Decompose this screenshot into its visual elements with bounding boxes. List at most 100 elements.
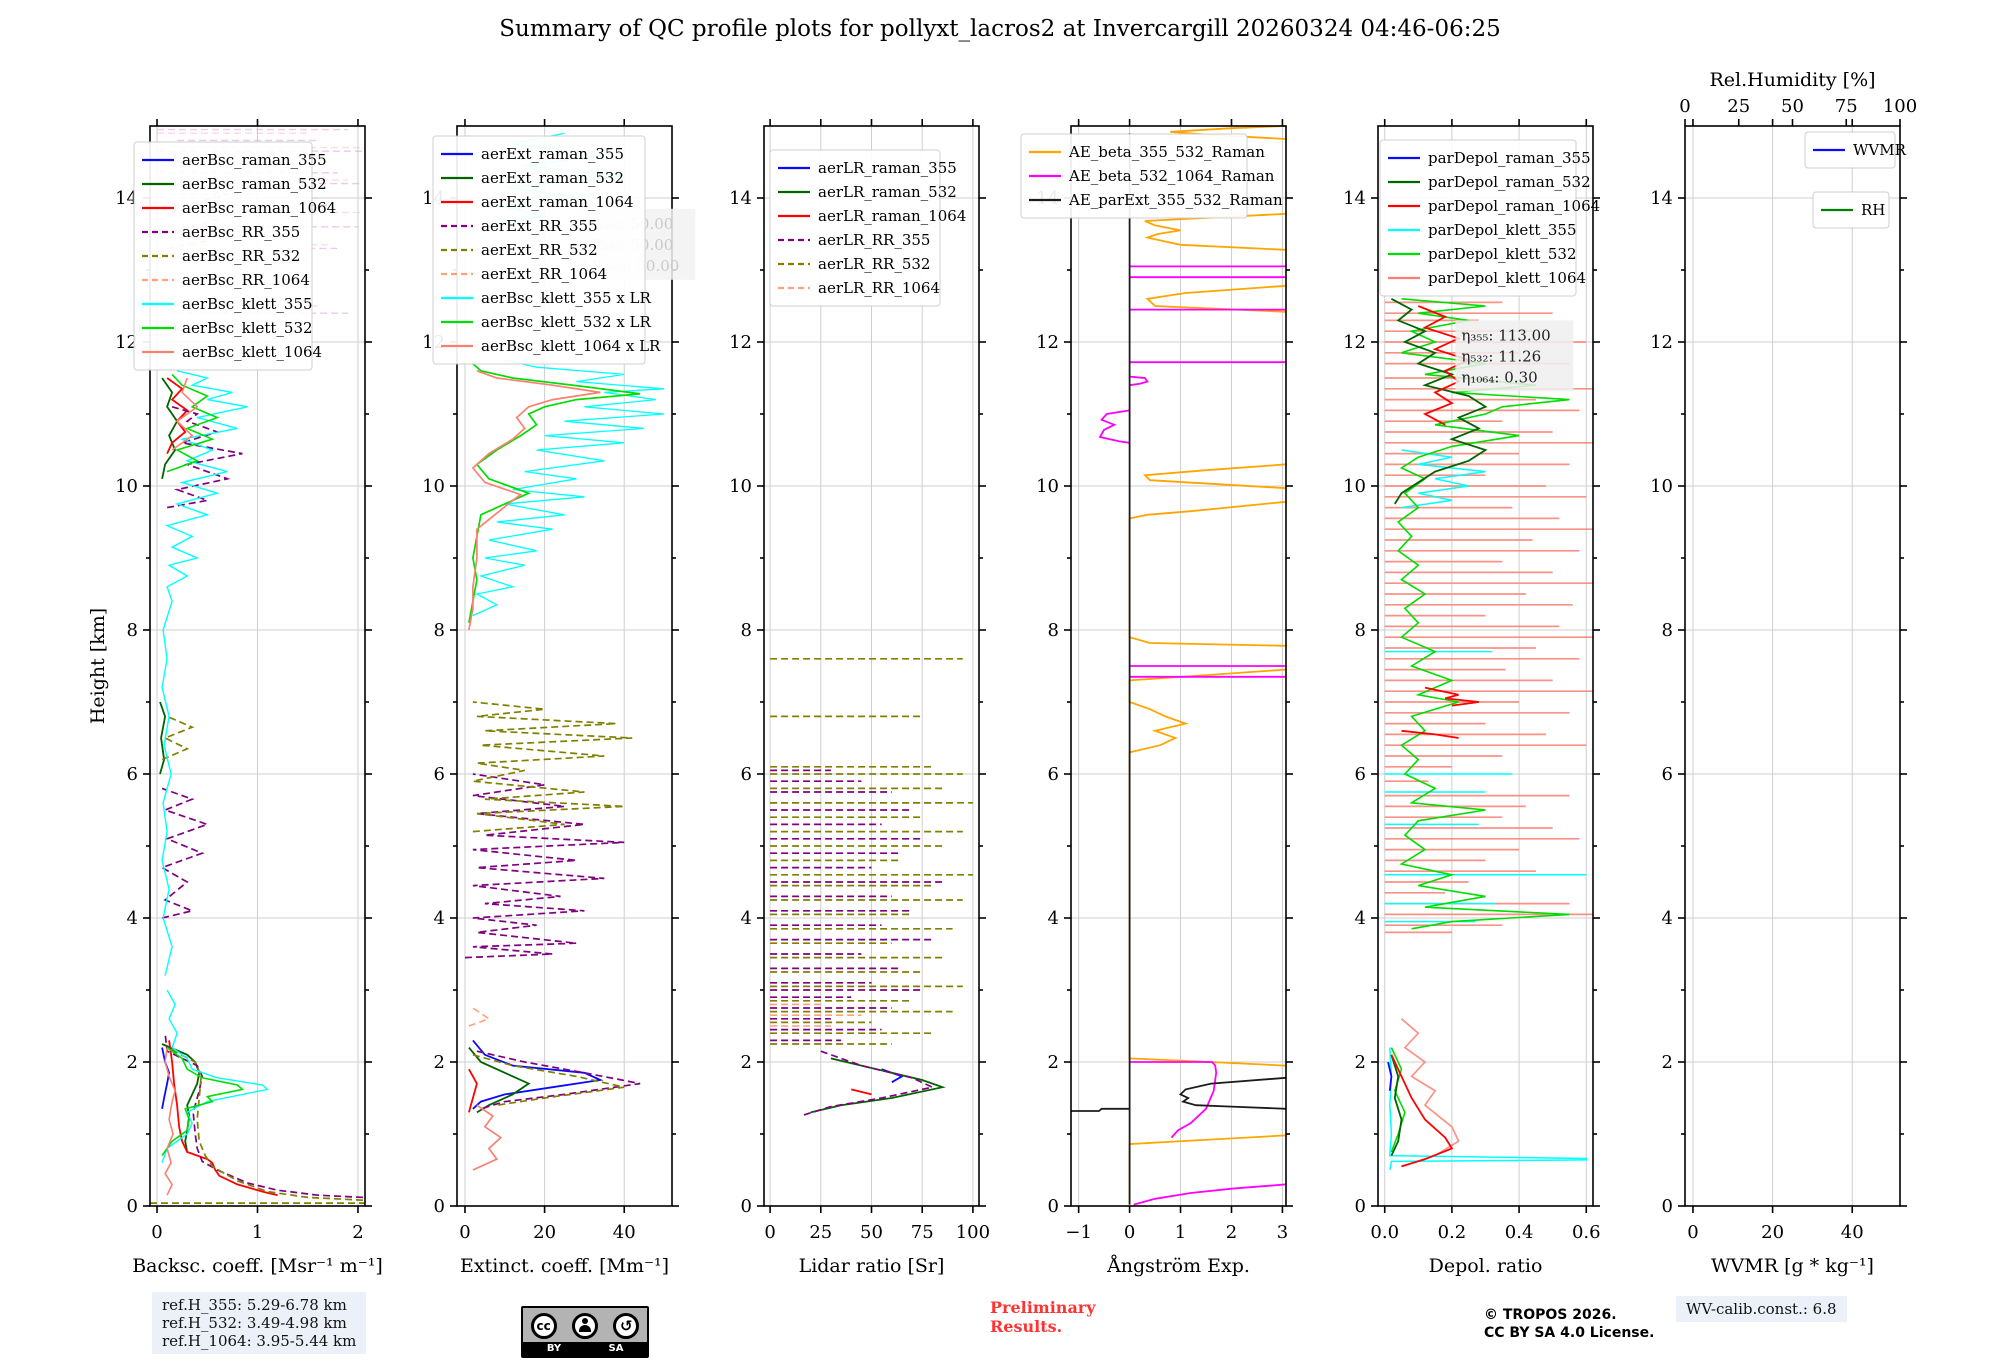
series-parDepol_klett_532 [1396, 298, 1570, 930]
series-aerBsc_RR_532 [166, 1046, 364, 1202]
y-tick-label: 10 [1036, 476, 1059, 497]
ref-height-1064: ref.H_1064: 3.95-5.44 km [162, 1332, 357, 1350]
x-tick-label: 0 [151, 1222, 162, 1243]
series-aerBsc_klett_532_xLR [468, 362, 641, 623]
legend-label: aerLR_raman_1064 [818, 207, 966, 225]
series-aerBsc_klett_1064 [164, 1047, 176, 1196]
series-aerExt_RR_1064 [468, 1007, 491, 1027]
panel-wvmr: 0 20 40 0 2 4 6 8 10 12 14 WVMR [g * kg⁻¹] 0 25 50 75 10… [1650, 69, 1917, 1277]
x-tick-label: 0 [764, 1222, 775, 1243]
y-tick-label: 0 [741, 1196, 752, 1217]
legend-label: aerBsc_klett_532 [182, 319, 313, 337]
series-aerBsc_RR_355 [160, 787, 210, 919]
series-AE_beta_355_532_Raman [1128, 668, 1286, 1067]
series-AE_beta_355_532_Raman [1128, 500, 1286, 647]
series-layer [770, 657, 973, 1117]
series-aerBsc_raman_532 [159, 701, 167, 775]
x-tick-label: 1 [252, 1222, 263, 1243]
legend-label: parDepol_klett_1064 [1428, 269, 1586, 287]
y-tick-label: 12 [115, 332, 138, 353]
series-aerBsc_klett_1064 [171, 377, 199, 451]
legend-label: AE_beta_532_1064_Raman [1068, 167, 1275, 185]
series-AE_beta_532_1064_Raman [1129, 1061, 1218, 1139]
y-tick-label: 2 [1048, 1052, 1059, 1073]
y-tick-label: 14 [1650, 188, 1673, 209]
legend-label: aerExt_raman_1064 [481, 193, 634, 211]
series-AE_beta_532_1064_Raman [1133, 1183, 1286, 1206]
y-tick-label: 8 [741, 620, 752, 641]
x-tick-label: 0 [1687, 1222, 1698, 1243]
y-tick-label: 2 [434, 1052, 445, 1073]
panel-depolarization: 0.0 0.2 0.4 0.6 0 2 4 6 8 10 12 14 Depol. ratio η₃₅₅:… [1343, 119, 1601, 1277]
y-tick-label: 10 [1343, 476, 1366, 497]
person-body [578, 1325, 591, 1332]
series-aerBsc_klett_355 [161, 370, 248, 976]
wv-calib-text: WV-calib.const.: 6.8 [1686, 1300, 1837, 1318]
y-tick-label: 4 [1355, 908, 1366, 929]
top-tick-label: 75 [1835, 96, 1858, 117]
legend-label: aerBsc_raman_532 [182, 175, 327, 193]
y-tick-label: 6 [1048, 764, 1059, 785]
legend-label: aerBsc_RR_1064 [182, 271, 310, 289]
person-head [581, 1318, 588, 1324]
series-aerBsc_raman_532 [161, 377, 179, 479]
x-tick-label: 2 [1226, 1222, 1237, 1243]
y-tick-label: 12 [729, 332, 752, 353]
x-tick-label: 0.4 [1505, 1222, 1534, 1243]
y-tick-label: 0 [127, 1196, 138, 1217]
series-aerBsc_klett_532 [166, 373, 220, 473]
legend-box [133, 141, 313, 371]
legend-label: WVMR [1853, 141, 1907, 159]
x-tick-label: 0.2 [1438, 1222, 1467, 1243]
legend-label: aerBsc_klett_355 x LR [481, 289, 652, 307]
legend-label: parDepol_klett_532 [1428, 245, 1577, 263]
series-aerLR_raman_1064 [850, 1088, 872, 1096]
top-axis-label: Rel.Humidity [%] [1709, 69, 1875, 91]
series-aerExt_RR_532 [472, 701, 633, 833]
preliminary-results-note: Preliminary Results. [990, 1298, 1096, 1336]
series-layer [1071, 126, 1286, 1206]
y-tick-label: 2 [741, 1052, 752, 1073]
y-tick-label: 0 [1662, 1196, 1673, 1217]
y-axis-label: Height [km] [87, 608, 109, 724]
series-aerLR_RR_355 [800, 1050, 935, 1117]
series-AE_beta_355_532_Raman [1144, 212, 1286, 251]
y-tick-label: 14 [115, 188, 138, 209]
series-parDepol_raman_1064 [1424, 686, 1479, 707]
legend-label: aerBsc_raman_1064 [182, 199, 336, 217]
legend-label: AE_parExt_355_532_Raman [1068, 191, 1283, 209]
x-tick-label: 2 [352, 1222, 363, 1243]
legend-box [432, 135, 646, 365]
legend-label: aerBsc_RR_532 [182, 247, 300, 265]
y-tick-label: 2 [1355, 1052, 1366, 1073]
ref-height-note: ref.H_355: 5.29-6.78 km ref.H_532: 3.49-… [152, 1292, 367, 1354]
y-tick-label: 6 [741, 764, 752, 785]
series-AE_beta_355_532_Raman [1142, 463, 1286, 490]
preliminary-line2: Results. [990, 1317, 1063, 1336]
y-tick-label: 0 [1355, 1196, 1366, 1217]
y-tick-label: 4 [434, 908, 445, 929]
y-tick-label: 6 [434, 764, 445, 785]
series-parDepol_raman_1064 [1390, 1054, 1454, 1168]
annotation-text: η₅₃₂: 11.26 [1461, 347, 1541, 365]
series-aerExt_raman_1064 [468, 1068, 478, 1113]
y-tick-label: 8 [1048, 620, 1059, 641]
cc-attribution-person-icon [571, 1313, 598, 1339]
y-tick-label: 12 [1036, 332, 1059, 353]
series-AE_beta_532_1064_Raman [1129, 375, 1149, 387]
series-AE_beta_532_1064_Raman [1098, 409, 1130, 444]
series-parDepol_raman_532 [1390, 1054, 1403, 1156]
series-aerExt_RR_355 [476, 1050, 641, 1110]
series-aerBsc_raman_1064 [166, 377, 189, 454]
legend-label: aerLR_raman_355 [818, 159, 957, 177]
cc-license-badge: cc ↺ BY SA [521, 1306, 649, 1358]
legend-label: aerBsc_klett_355 [182, 295, 313, 313]
legend-box [1379, 139, 1577, 297]
panel-extinction: 0204002468101214Extinct. coeff. [Mm⁻¹]LR… [422, 119, 696, 1277]
top-tick-label: 100 [1883, 96, 1917, 117]
legend-label: aerBsc_RR_355 [182, 223, 300, 241]
series-aerExt_RR_532 [472, 1053, 625, 1107]
y-tick-label: 10 [1650, 476, 1673, 497]
